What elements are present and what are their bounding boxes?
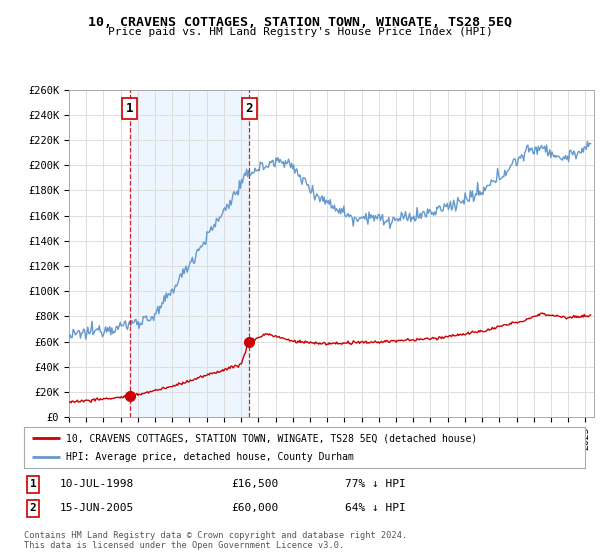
Text: Price paid vs. HM Land Registry's House Price Index (HPI): Price paid vs. HM Land Registry's House … [107, 27, 493, 37]
Text: £60,000: £60,000 [231, 503, 278, 514]
Text: 77% ↓ HPI: 77% ↓ HPI [345, 479, 406, 489]
Text: 2: 2 [245, 102, 253, 115]
Bar [130, 90, 249, 417]
Text: 10-JUL-1998: 10-JUL-1998 [60, 479, 134, 489]
Text: 1: 1 [126, 102, 134, 115]
Text: Contains HM Land Registry data © Crown copyright and database right 2024.
This d: Contains HM Land Registry data © Crown c… [24, 531, 407, 550]
Text: 10, CRAVENS COTTAGES, STATION TOWN, WINGATE, TS28 5EQ (detached house): 10, CRAVENS COTTAGES, STATION TOWN, WING… [66, 433, 478, 443]
Text: 64% ↓ HPI: 64% ↓ HPI [345, 503, 406, 514]
Text: 10, CRAVENS COTTAGES, STATION TOWN, WINGATE, TS28 5EQ: 10, CRAVENS COTTAGES, STATION TOWN, WING… [88, 16, 512, 29]
Text: £16,500: £16,500 [231, 479, 278, 489]
Text: 15-JUN-2005: 15-JUN-2005 [60, 503, 134, 514]
Text: 2: 2 [29, 503, 37, 514]
Text: HPI: Average price, detached house, County Durham: HPI: Average price, detached house, Coun… [66, 452, 354, 461]
Text: 1: 1 [29, 479, 37, 489]
